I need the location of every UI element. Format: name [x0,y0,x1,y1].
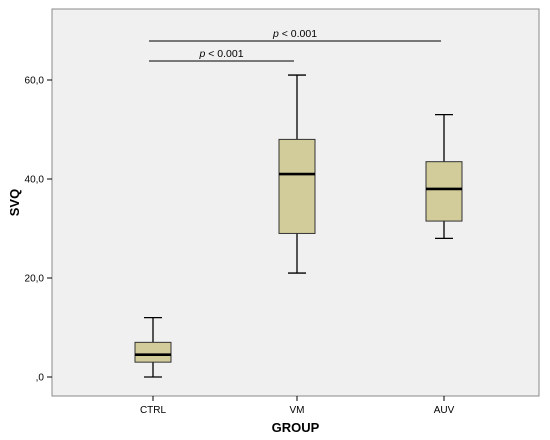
box-ctrl [134,316,172,378]
p-value-label: p < 0.001 [272,28,317,40]
x-axis: CTRL VM AUV [140,396,455,416]
box-iqr [278,138,316,234]
significance-bracket: p < 0.001 [149,28,441,42]
p-value-text: < 0.001 [279,28,317,40]
y-axis-title: SVQ [7,189,22,216]
box-auv [425,114,463,240]
x-tick-label: AUV [434,405,455,416]
p-symbol: p [198,48,205,60]
p-value-text: < 0.001 [205,48,243,60]
box-series [134,74,463,378]
y-tick-label: 20,0 [25,274,45,285]
significance-bracket: p < 0.001 [149,48,294,62]
x-tick-label: CTRL [140,405,167,416]
x-tick-label: VM [290,405,305,416]
box-iqr [134,341,172,363]
y-axis: ,0 20,0 40,0 60,0 [25,76,52,384]
y-tick-label: ,0 [36,373,45,384]
y-tick-label: 60,0 [25,76,45,87]
y-tick-label: 40,0 [25,175,45,186]
box-vm [278,74,316,274]
box-iqr [425,161,463,222]
p-symbol: p [272,28,279,40]
p-value-label: p < 0.001 [198,48,243,60]
x-axis-title: GROUP [272,420,320,435]
